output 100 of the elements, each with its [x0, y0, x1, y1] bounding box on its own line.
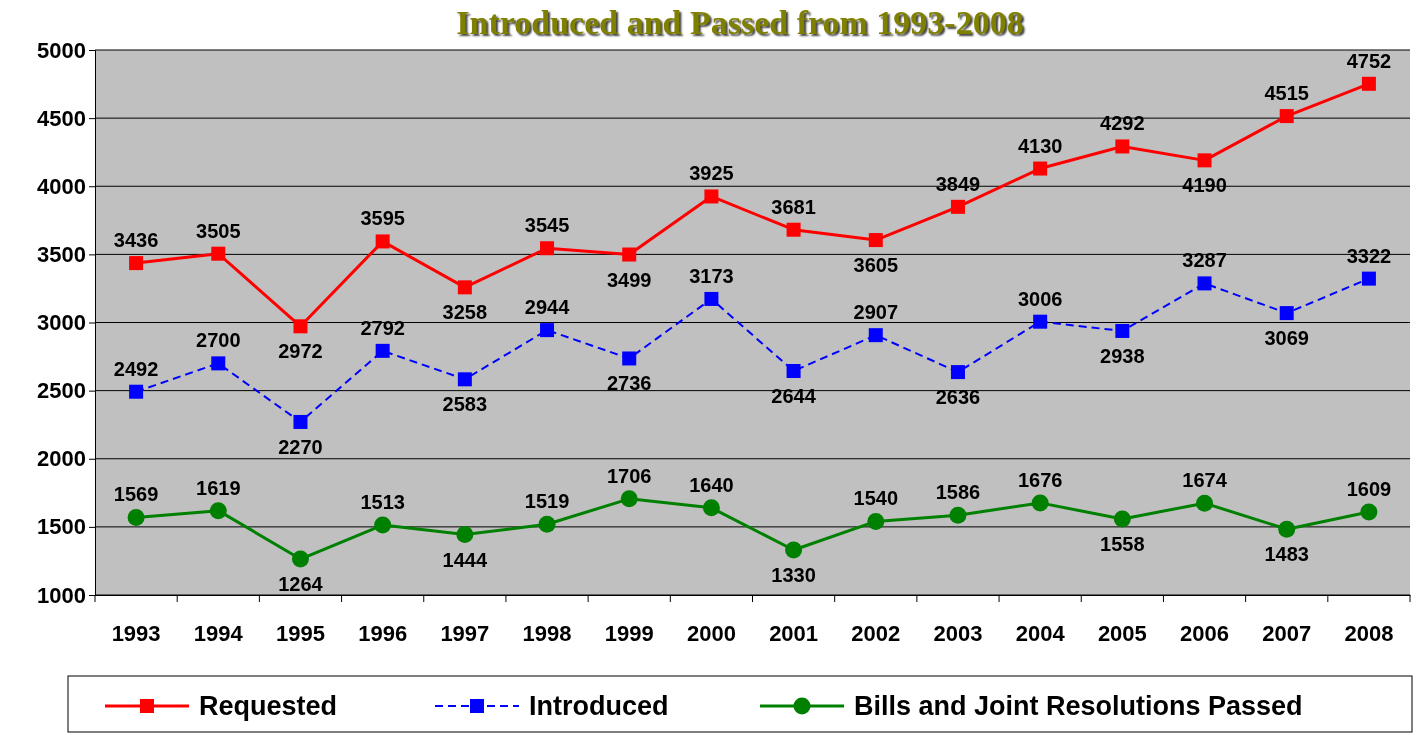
x-tick-label: 1998 — [522, 620, 572, 646]
point — [950, 199, 965, 214]
data-label: 2972 — [278, 340, 323, 363]
point — [540, 241, 555, 256]
point — [540, 323, 555, 338]
point — [211, 246, 226, 261]
x-tick-label: 2006 — [1180, 620, 1230, 646]
data-label: 3006 — [1017, 287, 1063, 310]
point — [1031, 494, 1049, 512]
point — [949, 506, 967, 524]
point — [622, 351, 637, 366]
x-tick-label: 2001 — [769, 620, 819, 646]
point — [293, 414, 308, 429]
data-label: 1674 — [1182, 469, 1228, 492]
x-tick-label: 2005 — [1097, 620, 1147, 646]
legend-label: Requested — [199, 691, 338, 721]
y-tick-label: 1000 — [37, 582, 86, 608]
point — [950, 365, 965, 380]
point — [1278, 520, 1296, 538]
point — [127, 508, 145, 526]
data-label: 3595 — [360, 207, 405, 230]
point — [1115, 139, 1130, 154]
point — [1197, 276, 1212, 291]
y-tick-label: 5000 — [37, 37, 86, 63]
x-tick-label: 1997 — [440, 620, 490, 646]
data-label: 1264 — [278, 573, 324, 596]
y-tick-label: 3000 — [37, 310, 86, 336]
data-label: 2938 — [1100, 344, 1145, 367]
data-label: 3173 — [689, 264, 734, 287]
data-label: 1586 — [935, 481, 981, 504]
point — [704, 189, 719, 204]
data-label: 1569 — [113, 483, 159, 506]
point — [211, 356, 226, 371]
point — [293, 319, 308, 334]
point — [620, 490, 638, 508]
x-tick-label: 2007 — [1262, 620, 1312, 646]
x-tick-label: 2008 — [1344, 620, 1394, 646]
x-tick-label: 2003 — [933, 620, 983, 646]
x-tick-label: 1999 — [604, 620, 654, 646]
data-label: 1619 — [196, 476, 241, 499]
data-label: 1540 — [853, 487, 899, 510]
point — [457, 372, 472, 387]
data-label: 3505 — [196, 219, 241, 242]
point — [867, 512, 885, 530]
data-label: 4292 — [1100, 112, 1145, 135]
point — [1113, 510, 1131, 528]
point — [374, 516, 392, 534]
data-label: 3287 — [1182, 249, 1227, 272]
point — [704, 291, 719, 306]
y-tick-label: 4000 — [37, 173, 86, 199]
y-tick-label: 2000 — [37, 446, 86, 472]
point — [1279, 306, 1294, 321]
chart-title: Introduced and Passed from 1993-2008 — [456, 4, 1024, 41]
point — [1360, 503, 1378, 521]
point — [785, 541, 803, 559]
data-label: 2492 — [113, 357, 159, 380]
x-tick-label: 2000 — [686, 620, 736, 646]
point — [1033, 161, 1048, 176]
data-label: 2907 — [853, 301, 899, 324]
data-label: 1558 — [1100, 532, 1145, 555]
data-label: 3069 — [1264, 327, 1309, 350]
x-tick-label: 1994 — [193, 620, 244, 646]
point — [1115, 323, 1130, 338]
x-tick-label: 1993 — [111, 620, 161, 646]
data-label: 1519 — [524, 490, 570, 513]
point — [457, 280, 472, 295]
data-label: 3545 — [524, 214, 570, 237]
data-label: 4515 — [1264, 82, 1309, 105]
data-label: 3605 — [853, 254, 899, 277]
legend-label: Bills and Joint Resolutions Passed — [854, 691, 1303, 721]
point — [1033, 314, 1048, 329]
y-tick-label: 4500 — [37, 105, 86, 131]
data-label: 2636 — [935, 386, 981, 409]
data-label: 3258 — [442, 301, 488, 324]
x-tick-label: 2004 — [1015, 620, 1066, 646]
y-tick-label: 2500 — [37, 378, 86, 404]
data-label: 1330 — [771, 564, 816, 587]
data-label: 3925 — [689, 162, 734, 185]
data-label: 3436 — [113, 229, 159, 252]
data-label: 2270 — [278, 435, 323, 458]
point — [375, 234, 390, 249]
data-label: 1640 — [689, 473, 734, 496]
data-label: 1444 — [442, 548, 488, 571]
point — [456, 526, 474, 544]
data-label: 4752 — [1346, 49, 1392, 72]
point — [1361, 76, 1376, 91]
x-tick-label: 2002 — [851, 620, 901, 646]
point — [129, 384, 144, 399]
data-label: 2644 — [771, 385, 817, 408]
data-label: 2736 — [606, 372, 652, 395]
point — [1361, 271, 1376, 286]
x-tick-label: 1996 — [358, 620, 408, 646]
data-label: 2944 — [524, 296, 571, 319]
point — [129, 256, 144, 271]
point — [786, 364, 801, 379]
data-label: 4130 — [1017, 134, 1063, 157]
legend-label: Introduced — [529, 691, 669, 721]
point — [1196, 494, 1214, 512]
point — [1197, 153, 1212, 168]
data-label: 1609 — [1346, 478, 1392, 501]
